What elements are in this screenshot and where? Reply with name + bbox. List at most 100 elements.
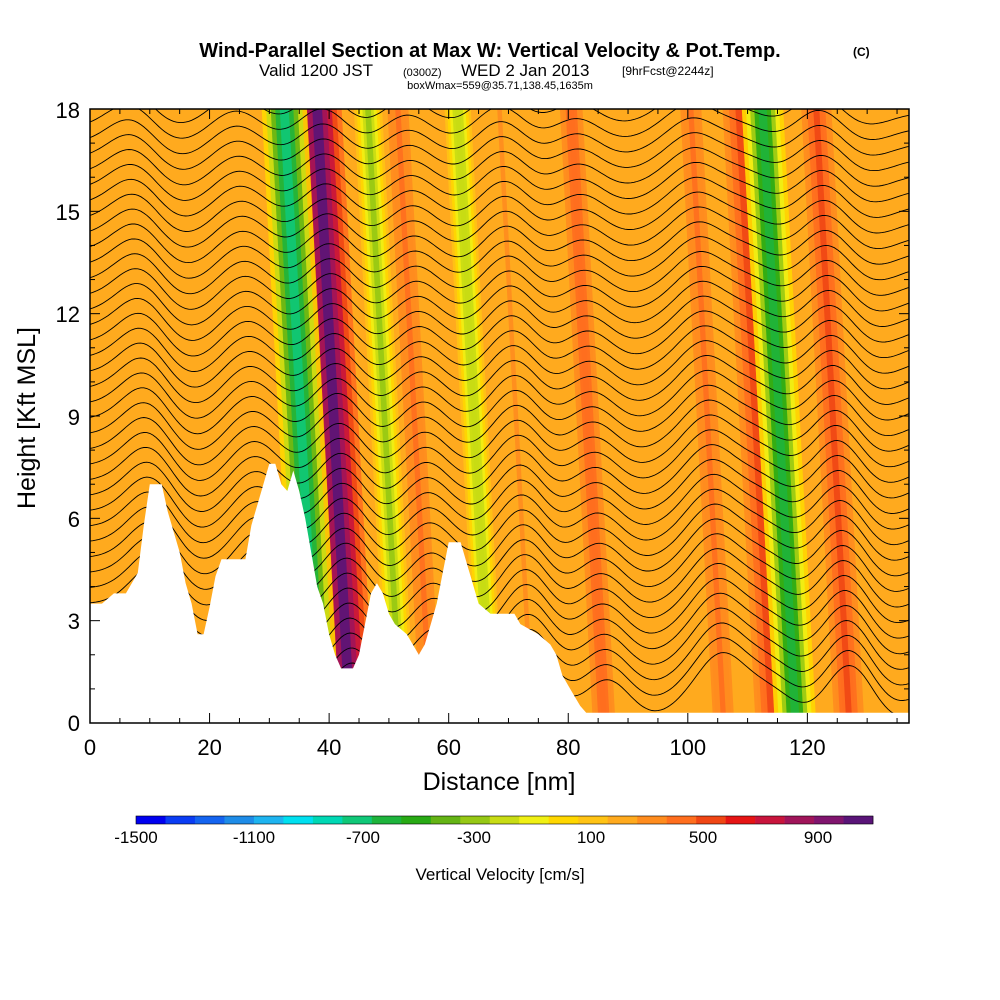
colorbar-swatch — [814, 816, 844, 824]
y-tick-label: 18 — [56, 98, 80, 123]
chart-subtitle: Valid 1200 JST (0300Z) WED 2 Jan 2013 [9… — [259, 61, 714, 80]
isentrope-line — [90, 117, 909, 156]
colorbar-label: Vertical Velocity [cm/s] — [415, 865, 584, 884]
colorbar-swatch — [519, 816, 550, 824]
isentrope-line — [90, 355, 909, 405]
terrain-profile — [90, 463, 909, 723]
x-tick-label: 20 — [197, 735, 221, 760]
isentrope-line — [90, 176, 909, 218]
colorbar-swatch — [165, 816, 196, 824]
isentrope-line — [90, 236, 909, 281]
velocity-band — [735, 109, 775, 723]
colorbar-swatch — [342, 816, 373, 824]
isentrope-line — [90, 444, 909, 499]
colorbar-tick-label: 500 — [689, 828, 717, 847]
y-axis-label: Height [Kft MSL] — [13, 327, 41, 509]
colorbar — [135, 815, 874, 825]
isentrope-line — [90, 384, 909, 437]
subtitle-date: WED 2 Jan 2013 — [461, 61, 590, 80]
colorbar-swatch — [637, 816, 667, 824]
isentrope-line — [90, 310, 909, 359]
info-line: boxWmax=559@35.71,138.45,1635m — [407, 80, 593, 92]
colorbar-swatch — [371, 816, 402, 824]
colorbar-tick-label: -300 — [457, 828, 491, 847]
colorbar-swatch — [548, 816, 579, 824]
isentrope-line — [90, 221, 909, 265]
colorbar-tick-label: 100 — [577, 828, 605, 847]
isentrope-line — [90, 132, 909, 172]
subtitle-valid-time: Valid 1200 JST — [259, 61, 373, 80]
y-tick-label: 0 — [68, 711, 80, 736]
subtitle-utc: (0300Z) — [403, 67, 442, 79]
y-tick-label: 12 — [56, 302, 80, 327]
colorbar-swatch — [578, 816, 608, 824]
chart-title: Wind-Parallel Section at Max W: Vertical… — [199, 40, 780, 62]
colorbar-swatch — [755, 816, 785, 824]
colorbar-swatch — [224, 816, 255, 824]
isentrope-line — [90, 147, 909, 187]
y-axis-tick-labels: 0 3 6 9 12 15 18 — [56, 98, 80, 736]
velocity-band — [455, 109, 494, 723]
isentrope-line — [90, 459, 909, 514]
velocity-band — [688, 109, 727, 723]
x-tick-label: 80 — [556, 735, 580, 760]
isentrope-line — [90, 414, 909, 468]
colorbar-tick-label: -1500 — [114, 828, 157, 847]
y-tick-label: 15 — [56, 200, 80, 225]
colorbar-swatch — [136, 816, 166, 824]
x-tick-label: 40 — [317, 735, 341, 760]
isentrope-line — [90, 280, 909, 327]
colorbar-swatch — [253, 816, 284, 824]
colorbar-swatch — [283, 816, 314, 824]
colorbar-tick-label: -1100 — [233, 828, 275, 847]
colorbar-swatch — [666, 816, 697, 824]
isentrope-line — [90, 251, 909, 296]
colorbar-swatch — [312, 816, 343, 824]
isentrope-line — [90, 503, 909, 561]
isentrope-line — [90, 109, 909, 140]
isentrope-line — [90, 488, 909, 546]
colorbar-swatch — [843, 816, 874, 824]
isentrope-line — [90, 399, 909, 452]
y-tick-label: 6 — [68, 507, 80, 532]
isentrope-line — [90, 191, 909, 234]
colorbar-tick-labels: -1500 -1100 -700 -300 100 500 900 — [114, 828, 832, 847]
colorbar-swatch — [401, 816, 432, 824]
x-axis-label: Distance [nm] — [423, 768, 576, 796]
velocity-band — [758, 109, 800, 723]
colorbar-tick-label: -700 — [346, 828, 380, 847]
colorbar-swatch — [784, 816, 815, 824]
colorbar-swatch — [194, 816, 225, 824]
velocity-band — [813, 109, 853, 723]
colorbar-swatch — [430, 816, 461, 824]
velocity-band — [365, 109, 404, 723]
velocity-band — [568, 109, 607, 723]
y-tick-label: 9 — [68, 405, 80, 430]
isentrope-line — [90, 206, 909, 250]
isentrope-line — [90, 369, 909, 421]
isentrope-line — [90, 340, 909, 390]
copyright-mark: (C) — [853, 45, 870, 59]
velocity-bands — [261, 109, 865, 723]
x-tick-label: 0 — [84, 735, 96, 760]
subtitle-forecast: [9hrFcst@2244z] — [622, 64, 714, 78]
isentrope-line — [90, 161, 909, 203]
axis-ticks — [89, 108, 909, 724]
velocity-band — [312, 109, 355, 723]
colorbar-swatch — [725, 816, 756, 824]
colorbar-swatch — [696, 816, 726, 824]
velocity-band — [395, 109, 434, 723]
x-tick-label: 60 — [436, 735, 460, 760]
x-tick-label: 100 — [669, 735, 706, 760]
x-axis-tick-labels: 0 20 40 60 80 100 120 — [84, 735, 826, 760]
isentrope-line — [154, 109, 909, 125]
isentrope-line — [90, 473, 909, 530]
isentrope-line — [90, 265, 909, 312]
isentrope-line — [90, 295, 909, 343]
colorbar-swatch — [460, 816, 491, 824]
colorbar-frame — [135, 815, 874, 825]
isentrope-line — [90, 325, 909, 374]
colorbar-swatch — [489, 816, 520, 824]
x-tick-label: 120 — [789, 735, 826, 760]
